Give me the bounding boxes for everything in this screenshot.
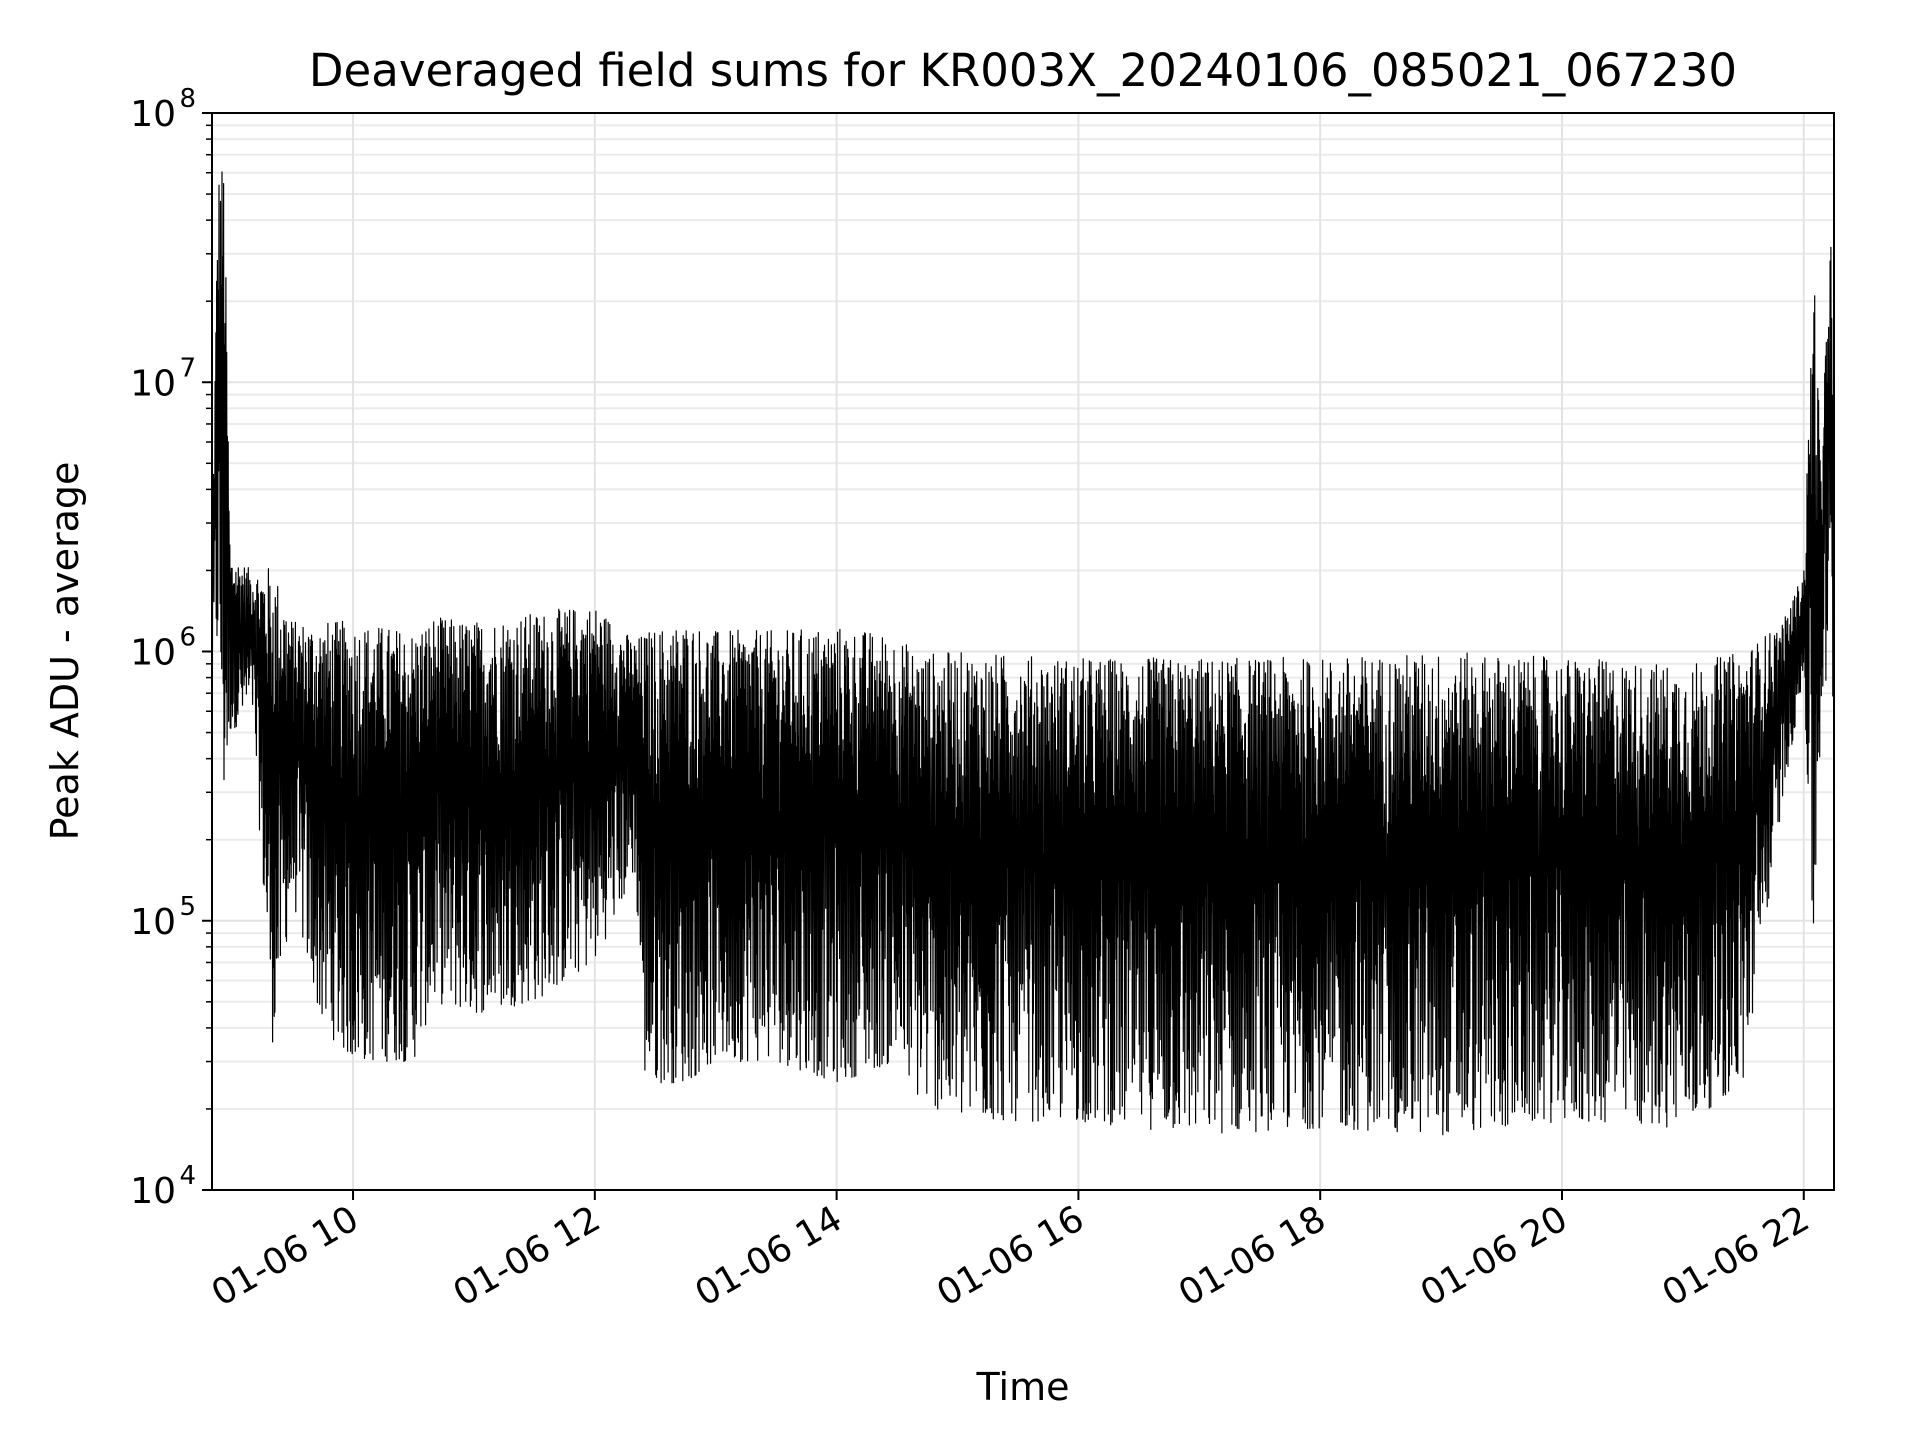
y-tick-label: 10	[130, 94, 176, 135]
y-tick-exponent: 8	[179, 84, 196, 114]
y-axis-label: Peak ADU - average	[43, 462, 87, 841]
series-line	[211, 171, 1835, 1136]
series-path	[211, 171, 1835, 1136]
chart-title: Deaveraged field sums for KR003X_2024010…	[309, 44, 1737, 97]
y-tick-label: 10	[130, 633, 176, 674]
y-tick-label: 10	[130, 363, 176, 404]
y-tick-label: 10	[130, 902, 176, 943]
x-axis-label: Time	[976, 1365, 1070, 1409]
y-tick-exponent: 7	[179, 353, 196, 383]
y-tick-exponent: 6	[179, 623, 196, 653]
y-tick-exponent: 5	[179, 892, 196, 922]
y-tick-exponent: 4	[179, 1161, 196, 1191]
y-tick-label: 10	[130, 1171, 176, 1212]
